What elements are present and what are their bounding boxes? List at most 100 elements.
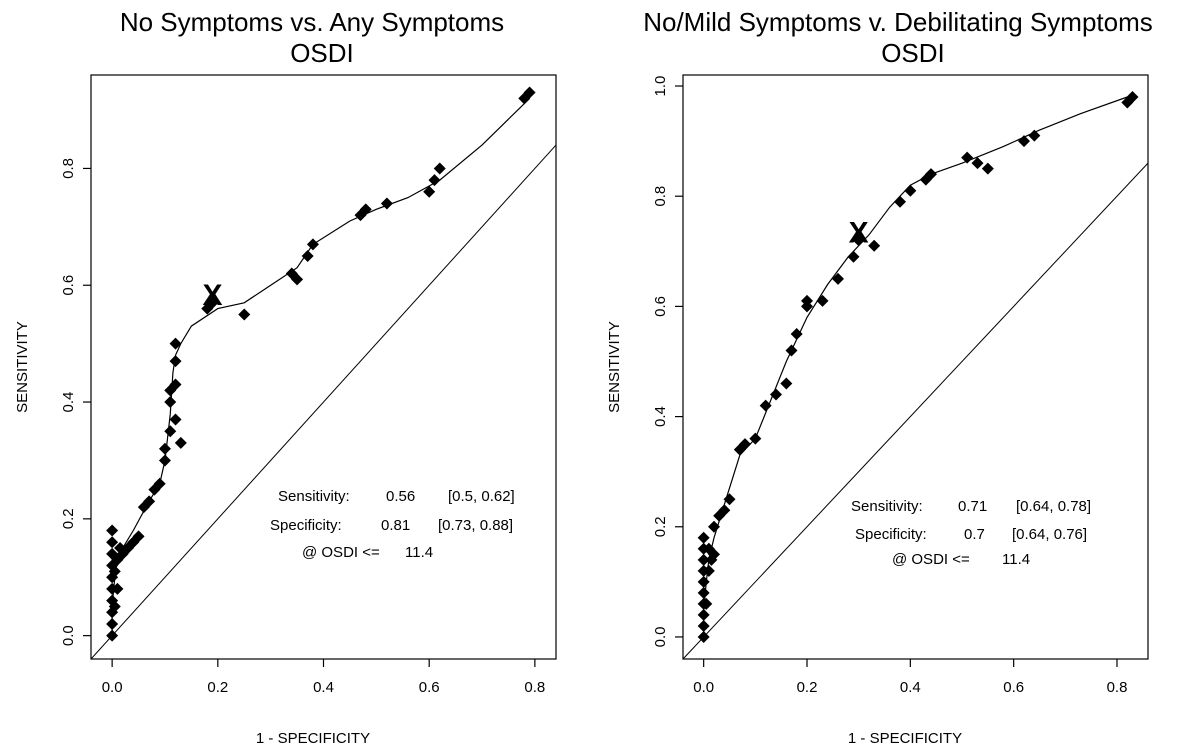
chart-1-data-point [158, 442, 171, 455]
chart-2-data-point [981, 162, 994, 175]
chart-1-data-point [132, 530, 145, 543]
chart-panel-2: No/Mild Symptoms v. Debilitating Symptom… [606, 7, 1153, 747]
chart-2-data-point [697, 575, 710, 588]
chart-1-y-tick-label: 0.6 [60, 275, 77, 296]
chart-1-plot-area: X [90, 86, 557, 660]
chart-2-data-point [780, 377, 793, 390]
chart-2-data-point [1018, 135, 1030, 148]
chart-2-title: No/Mild Symptoms v. Debilitating Symptom… [643, 7, 1153, 37]
chart-2-data-point [971, 157, 984, 170]
chart-2-y-tick-label: 1.0 [652, 76, 669, 97]
chart-2-data-point [1126, 91, 1139, 104]
chart-1-data-point [206, 296, 219, 309]
chart-2-specificity-label: Specificity: [855, 526, 927, 543]
chart-2-x-axis: 0.0 0.2 0.4 0.6 0.8 [693, 659, 1127, 696]
chart-1-data-point [291, 273, 304, 286]
chart-2-data-point [697, 553, 710, 566]
chart-1-threshold-label: @ OSDI <= [302, 544, 380, 561]
chart-2-y-tick-label: 0.4 [652, 406, 669, 427]
chart-2-data-point [904, 184, 917, 197]
chart-2-data-point [697, 608, 710, 621]
chart-2-annotation: Sensitivity: 0.71 [0.64, 0.78] Specifici… [851, 498, 1091, 568]
chart-2-x-tick-label: 0.6 [1003, 679, 1024, 696]
chart-1-data-point [164, 384, 177, 397]
chart-2-plot-frame [682, 74, 1149, 660]
chart-1-data-point [301, 250, 314, 263]
chart-1-data-point [106, 629, 119, 642]
chart-1-data-point [423, 185, 436, 198]
chart-2-data-point [708, 548, 720, 561]
chart-2-data-point [847, 250, 860, 263]
chart-1-data-point [380, 197, 393, 210]
chart-1-data-point [164, 425, 177, 438]
chart-2-data-point [770, 388, 782, 401]
chart-2-y-axis-label: SENSITIVITY [606, 321, 623, 413]
chart-2-x-axis-label: 1 - SPECIFICITY [848, 730, 962, 747]
chart-2-sensitivity-label: Sensitivity: [851, 498, 923, 515]
chart-1-data-point [153, 477, 166, 490]
chart-1-data-point [174, 436, 187, 449]
chart-2-data-point [801, 294, 813, 307]
chart-1-data-point [106, 617, 119, 630]
chart-1-data-point [164, 396, 177, 409]
chart-1-data-point [111, 582, 124, 595]
chart-2-data-point [832, 272, 844, 285]
chart-2-data-point [702, 564, 715, 577]
chart-1-reference-diagonal [90, 144, 557, 660]
chart-1-data-point [523, 86, 536, 99]
chart-1-y-axis: 0.0 0.2 0.4 0.6 0.8 [60, 158, 91, 646]
chart-1-y-tick-label: 0.0 [60, 625, 77, 646]
chart-2-y-tick-label: 0.2 [652, 516, 669, 537]
chart-1-x-tick-label: 0.8 [524, 679, 545, 696]
chart-1-specificity-label: Specificity: [270, 517, 342, 534]
chart-1-x-tick-label: 0.4 [313, 679, 334, 696]
chart-2-data-point [718, 504, 731, 517]
chart-2-data-point [790, 327, 803, 340]
chart-2-data-point [1028, 129, 1041, 142]
chart-2-specificity-ci: [0.64, 0.76] [1012, 526, 1087, 543]
chart-2-data-point [739, 438, 751, 451]
chart-1-y-axis-label: SENSITIVITY [14, 321, 31, 413]
chart-1-specificity-value: 0.81 [381, 517, 410, 534]
chart-2-data-point [697, 586, 710, 599]
chart-2-subtitle: OSDI [881, 38, 945, 68]
chart-1-data-point [106, 524, 119, 537]
chart-1-threshold-value: 11.4 [405, 544, 433, 561]
chart-1-data-point [143, 495, 156, 508]
chart-2-data-point [785, 344, 798, 357]
chart-panel-1: No Symptoms vs. Any Symptoms OSDI 0.0 0.2… [14, 7, 557, 747]
chart-2-data-point [759, 399, 772, 412]
chart-2-y-tick-label: 0.6 [652, 296, 669, 317]
chart-1-x-tick-label: 0.0 [102, 679, 123, 696]
chart-2-sensitivity-ci: [0.64, 0.78] [1016, 498, 1091, 515]
chart-2-data-point [713, 509, 726, 522]
chart-1-y-tick-label: 0.4 [60, 392, 77, 413]
chart-2-data-point [894, 195, 906, 208]
chart-1-data-point [108, 600, 121, 613]
chart-1-data-point [108, 565, 121, 578]
chart-2-data-point [697, 619, 710, 632]
chart-2-x-tick-label: 0.4 [900, 679, 921, 696]
chart-1-data-point [433, 162, 446, 175]
chart-1-x-axis: 0.0 0.2 0.4 0.6 0.8 [102, 659, 545, 696]
chart-2-y-axis: 0.0 0.2 0.4 0.6 0.8 1.0 [652, 76, 683, 647]
chart-1-sensitivity-value: 0.56 [386, 488, 415, 505]
chart-2-x-tick-label: 0.8 [1107, 679, 1128, 696]
chart-1-data-point [169, 337, 182, 350]
chart-2-data-point [697, 531, 710, 544]
chart-2-data-point [697, 630, 710, 643]
chart-1-annotation: Sensitivity: 0.56 [0.5, 0.62] Specificit… [270, 488, 515, 561]
chart-2-data-point [723, 493, 736, 506]
chart-2-data-point [868, 239, 881, 252]
chart-1-subtitle: OSDI [290, 38, 354, 68]
chart-1-data-point [106, 536, 119, 549]
chart-1-data-point [169, 355, 182, 368]
chart-2-sensitivity-value: 0.71 [958, 498, 987, 515]
chart-2-data-point [700, 597, 713, 610]
chart-1-data-point [169, 413, 182, 426]
chart-1-plot-frame [90, 74, 557, 660]
chart-1-sensitivity-ci: [0.5, 0.62] [448, 488, 515, 505]
chart-2-specificity-value: 0.7 [964, 526, 985, 543]
chart-2-y-tick-label: 0.8 [652, 186, 669, 207]
